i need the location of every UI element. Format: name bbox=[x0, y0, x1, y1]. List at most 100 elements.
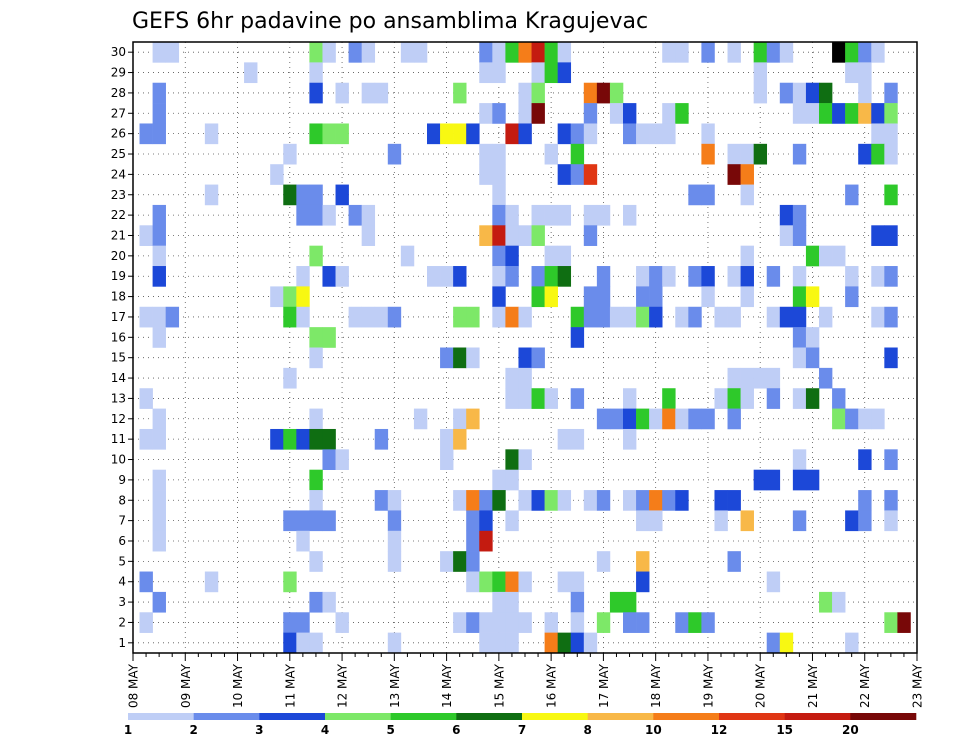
heatmap-cell bbox=[623, 428, 637, 450]
heatmap-cell bbox=[544, 245, 558, 267]
heatmap-cell bbox=[322, 591, 336, 613]
colorbar-label: 7 bbox=[518, 723, 526, 737]
heatmap-cell bbox=[322, 204, 336, 226]
heatmap-cell bbox=[858, 510, 872, 532]
heatmap-cell bbox=[884, 612, 898, 633]
y-tick-label: 20 bbox=[111, 249, 126, 263]
heatmap-cell bbox=[766, 571, 781, 593]
heatmap-cell bbox=[636, 408, 650, 430]
heatmap-cell bbox=[531, 490, 545, 511]
heatmap-cell bbox=[492, 225, 506, 246]
heatmap-cell bbox=[636, 123, 650, 145]
heatmap-cell bbox=[453, 612, 467, 633]
heatmap-cell bbox=[466, 571, 480, 593]
heatmap-cell bbox=[570, 632, 585, 654]
heatmap-cell bbox=[832, 388, 846, 409]
y-tick-label: 30 bbox=[111, 45, 126, 59]
heatmap-cell bbox=[413, 408, 428, 430]
heatmap-cell bbox=[505, 245, 519, 267]
heatmap-cell bbox=[884, 184, 898, 206]
y-tick-label: 9 bbox=[118, 473, 126, 487]
heatmap-cell bbox=[544, 612, 558, 633]
heatmap-cell bbox=[884, 266, 898, 287]
heatmap-cell bbox=[609, 408, 624, 430]
heatmap-cell bbox=[557, 62, 572, 84]
heatmap-cell bbox=[544, 388, 558, 409]
heatmap-cell bbox=[583, 103, 598, 124]
heatmap-cell bbox=[322, 428, 336, 450]
heatmap-cell bbox=[309, 510, 323, 532]
heatmap-cell bbox=[152, 306, 166, 328]
colorbar-label: 6 bbox=[452, 723, 460, 737]
heatmap-cell bbox=[688, 612, 702, 633]
heatmap-cell bbox=[727, 408, 741, 430]
heatmap-cell bbox=[636, 612, 650, 633]
heatmap-cell bbox=[662, 123, 676, 145]
y-tick-label: 5 bbox=[118, 554, 126, 568]
heatmap-cell bbox=[544, 62, 558, 84]
heatmap-cell bbox=[845, 632, 859, 654]
heatmap-cell bbox=[531, 42, 545, 63]
heatmap-cell bbox=[871, 408, 885, 430]
heatmap-cell bbox=[649, 266, 663, 287]
heatmap-cell bbox=[675, 42, 689, 63]
heatmap-cell bbox=[727, 490, 741, 511]
y-tick-label: 10 bbox=[111, 453, 126, 467]
heatmap-cell bbox=[479, 571, 493, 593]
heatmap-cell bbox=[348, 42, 362, 63]
heatmap-cell bbox=[322, 266, 336, 287]
heatmap-cell bbox=[544, 204, 558, 226]
heatmap-cell bbox=[623, 388, 637, 409]
heatmap-cell bbox=[649, 408, 663, 430]
heatmap-cell bbox=[466, 612, 480, 633]
heatmap-cell bbox=[727, 551, 741, 572]
heatmap-cell bbox=[832, 245, 846, 267]
heatmap-cell bbox=[845, 62, 859, 84]
heatmap-cell bbox=[296, 530, 310, 552]
heatmap-cell bbox=[557, 164, 572, 185]
heatmap-cell bbox=[309, 204, 323, 226]
heatmap-cell bbox=[871, 306, 885, 328]
y-tick-label: 8 bbox=[118, 493, 126, 507]
heatmap-cell bbox=[505, 510, 519, 532]
heatmap-cell bbox=[779, 204, 794, 226]
heatmap-cell bbox=[884, 123, 898, 145]
heatmap-cell bbox=[518, 388, 532, 409]
heatmap-cell bbox=[701, 123, 715, 145]
y-tick-label: 18 bbox=[111, 290, 126, 304]
heatmap-cell bbox=[492, 62, 506, 84]
colorbar-swatch bbox=[390, 713, 457, 720]
y-tick-label: 1 bbox=[118, 636, 126, 650]
heatmap-cell bbox=[492, 306, 506, 328]
heatmap-cell bbox=[871, 266, 885, 287]
heatmap-cell bbox=[440, 428, 454, 450]
heatmap-cell bbox=[322, 42, 336, 63]
heatmap-cell bbox=[727, 388, 741, 409]
heatmap-cell bbox=[583, 632, 598, 654]
heatmap-cell bbox=[649, 306, 663, 328]
heatmap-cell bbox=[453, 551, 467, 572]
x-tick-label: 23 MAY bbox=[911, 663, 925, 708]
colorbar-swatch bbox=[325, 713, 391, 720]
heatmap-cell bbox=[675, 408, 689, 430]
heatmap-cell bbox=[518, 103, 532, 124]
heatmap-cell bbox=[884, 82, 898, 104]
heatmap-cell bbox=[427, 266, 441, 287]
heatmap-cell bbox=[400, 245, 415, 267]
heatmap-cell bbox=[557, 571, 572, 593]
chart-title: GEFS 6hr padavine po ansamblima Kragujev… bbox=[132, 9, 648, 34]
heatmap-cell bbox=[531, 204, 545, 226]
heatmap-cell bbox=[662, 266, 676, 287]
heatmap-cell bbox=[544, 266, 558, 287]
heatmap-cell bbox=[805, 388, 820, 409]
heatmap-cell bbox=[871, 143, 885, 165]
heatmap-cell bbox=[570, 164, 585, 185]
heatmap-cell bbox=[792, 204, 807, 226]
heatmap-cell bbox=[792, 469, 807, 491]
heatmap-cell bbox=[871, 103, 885, 124]
x-tick-label: 20 MAY bbox=[754, 663, 768, 708]
heatmap-cell bbox=[557, 42, 572, 63]
heatmap-cell bbox=[466, 490, 480, 511]
heatmap-cell bbox=[322, 327, 336, 348]
colorbar-swatch bbox=[259, 713, 326, 720]
